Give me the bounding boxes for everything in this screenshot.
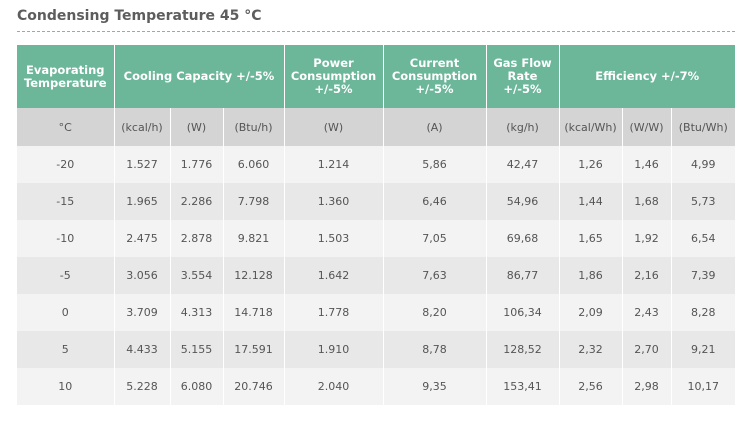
unit-cell: °C — [17, 108, 115, 146]
table-cell: 1.965 — [114, 183, 171, 220]
header-cooling-capacity: Cooling Capacity +/-5% — [114, 45, 285, 108]
table-cell: 2,70 — [622, 331, 672, 368]
table-cell: 2,09 — [559, 294, 623, 331]
unit-cell: (W) — [170, 108, 224, 146]
unit-cell: (Btu/h) — [223, 108, 285, 146]
unit-row: °C (kcal/h) (W) (Btu/h) (W) (A) (kg/h) (kcal/Wh… — [17, 108, 735, 146]
table-cell: 54,96 — [486, 183, 560, 220]
table-cell: 6.080 — [170, 368, 224, 405]
table-row: -5 3.056 3.554 12.128 1.642 7,63 86,77 1,86 2,16… — [17, 257, 735, 294]
header-current-consumption: Current Consumption +/-5% — [383, 45, 487, 108]
table-cell: 20.746 — [223, 368, 285, 405]
table-cell: -5 — [17, 257, 115, 294]
table-cell: 69,68 — [486, 220, 560, 257]
header-power-consumption: Power Consumption +/-5% — [284, 45, 384, 108]
unit-cell: (A) — [383, 108, 487, 146]
table-cell: 1,68 — [622, 183, 672, 220]
table-cell: 5,86 — [383, 146, 487, 183]
unit-cell: (kg/h) — [486, 108, 560, 146]
table-cell: 5.155 — [170, 331, 224, 368]
table-cell: 1,92 — [622, 220, 672, 257]
table-cell: 8,28 — [671, 294, 735, 331]
table-cell: 10 — [17, 368, 115, 405]
table-cell: 6,54 — [671, 220, 735, 257]
table-cell: 1.527 — [114, 146, 171, 183]
table-cell: 7,05 — [383, 220, 487, 257]
table-cell: 17.591 — [223, 331, 285, 368]
table-row: 10 5.228 6.080 20.746 2.040 9,35 153,41 2,56 2,9… — [17, 368, 735, 405]
table-cell: 5.228 — [114, 368, 171, 405]
table-cell: 3.554 — [170, 257, 224, 294]
unit-cell: (W) — [284, 108, 384, 146]
title-bar: Condensing Temperature 45 °C — [17, 6, 735, 32]
table-cell: 1.503 — [284, 220, 384, 257]
table-cell: 6,46 — [383, 183, 487, 220]
unit-cell: (W/W) — [622, 108, 672, 146]
table-cell: 7,39 — [671, 257, 735, 294]
table-cell: 1.778 — [284, 294, 384, 331]
table-cell: 2.040 — [284, 368, 384, 405]
table-cell: 8,78 — [383, 331, 487, 368]
table-cell: 12.128 — [223, 257, 285, 294]
table-cell: 14.718 — [223, 294, 285, 331]
table-cell: 2,16 — [622, 257, 672, 294]
table-cell: 1,44 — [559, 183, 623, 220]
table-cell: 2.286 — [170, 183, 224, 220]
table-cell: 153,41 — [486, 368, 560, 405]
header-row: Evaporating Temperature Cooling Capacity … — [17, 45, 735, 108]
table-cell: 0 — [17, 294, 115, 331]
table-cell: 2,56 — [559, 368, 623, 405]
table-row: 5 4.433 5.155 17.591 1.910 8,78 128,52 2,32 2,70… — [17, 331, 735, 368]
table-cell: 4.313 — [170, 294, 224, 331]
table-cell: 7.798 — [223, 183, 285, 220]
table-cell: 1.910 — [284, 331, 384, 368]
table-cell: 1.214 — [284, 146, 384, 183]
table-cell: 10,17 — [671, 368, 735, 405]
table-cell: 2,43 — [622, 294, 672, 331]
header-gas-flow-rate: Gas Flow Rate +/-5% — [486, 45, 560, 108]
table-cell: 3.056 — [114, 257, 171, 294]
table-cell: 5,73 — [671, 183, 735, 220]
table-cell: 9,35 — [383, 368, 487, 405]
table-cell: 9,21 — [671, 331, 735, 368]
table-cell: 128,52 — [486, 331, 560, 368]
table-cell: 1.360 — [284, 183, 384, 220]
table-cell: 4,99 — [671, 146, 735, 183]
spec-table: Evaporating Temperature Cooling Capacity … — [17, 45, 735, 405]
table-cell: 1.776 — [170, 146, 224, 183]
table-row: -15 1.965 2.286 7.798 1.360 6,46 54,96 1,44 1,68… — [17, 183, 735, 220]
table-cell: -15 — [17, 183, 115, 220]
unit-cell: (kcal/Wh) — [559, 108, 623, 146]
unit-cell: (kcal/h) — [114, 108, 171, 146]
table-cell: 42,47 — [486, 146, 560, 183]
table-cell: 2.878 — [170, 220, 224, 257]
table-cell: 7,63 — [383, 257, 487, 294]
table-cell: 2,32 — [559, 331, 623, 368]
table-body: -20 1.527 1.776 6.060 1.214 5,86 42,47 1,26 1,46… — [17, 146, 735, 405]
table-cell: 1,86 — [559, 257, 623, 294]
table-cell: 1,46 — [622, 146, 672, 183]
header-efficiency: Efficiency +/-7% — [559, 45, 735, 108]
table-row: -20 1.527 1.776 6.060 1.214 5,86 42,47 1,26 1,46… — [17, 146, 735, 183]
table-cell: 2.475 — [114, 220, 171, 257]
table-cell: 5 — [17, 331, 115, 368]
table-cell: 1,65 — [559, 220, 623, 257]
table-cell: 8,20 — [383, 294, 487, 331]
table-cell: -10 — [17, 220, 115, 257]
table-cell: 3.709 — [114, 294, 171, 331]
table-cell: 4.433 — [114, 331, 171, 368]
header-evaporating-temperature: Evaporating Temperature — [17, 45, 115, 108]
page-title: Condensing Temperature 45 °C — [17, 8, 262, 24]
table-cell: 106,34 — [486, 294, 560, 331]
table-cell: 6.060 — [223, 146, 285, 183]
table-cell: 1.642 — [284, 257, 384, 294]
table-cell: 2,98 — [622, 368, 672, 405]
table-row: -10 2.475 2.878 9.821 1.503 7,05 69,68 1,65 1,92… — [17, 220, 735, 257]
table-cell: -20 — [17, 146, 115, 183]
table-cell: 1,26 — [559, 146, 623, 183]
unit-cell: (Btu/Wh) — [671, 108, 735, 146]
table-row: 0 3.709 4.313 14.718 1.778 8,20 106,34 2,09 2,43… — [17, 294, 735, 331]
table-cell: 86,77 — [486, 257, 560, 294]
table-cell: 9.821 — [223, 220, 285, 257]
